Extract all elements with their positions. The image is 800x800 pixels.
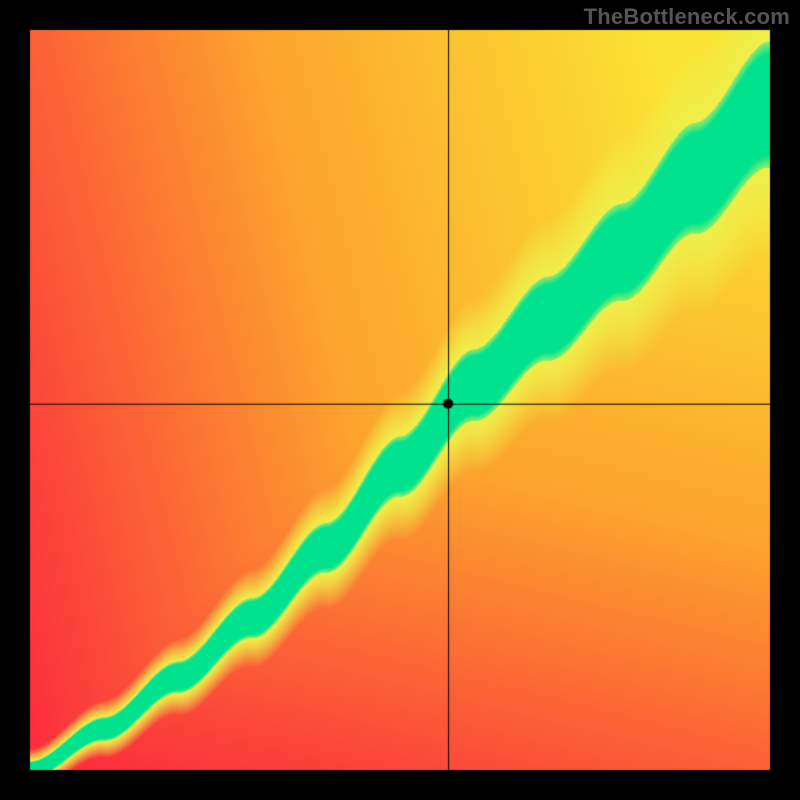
- chart-container: TheBottleneck.com: [0, 0, 800, 800]
- watermark-text: TheBottleneck.com: [584, 4, 790, 30]
- bottleneck-heatmap: [0, 0, 800, 800]
